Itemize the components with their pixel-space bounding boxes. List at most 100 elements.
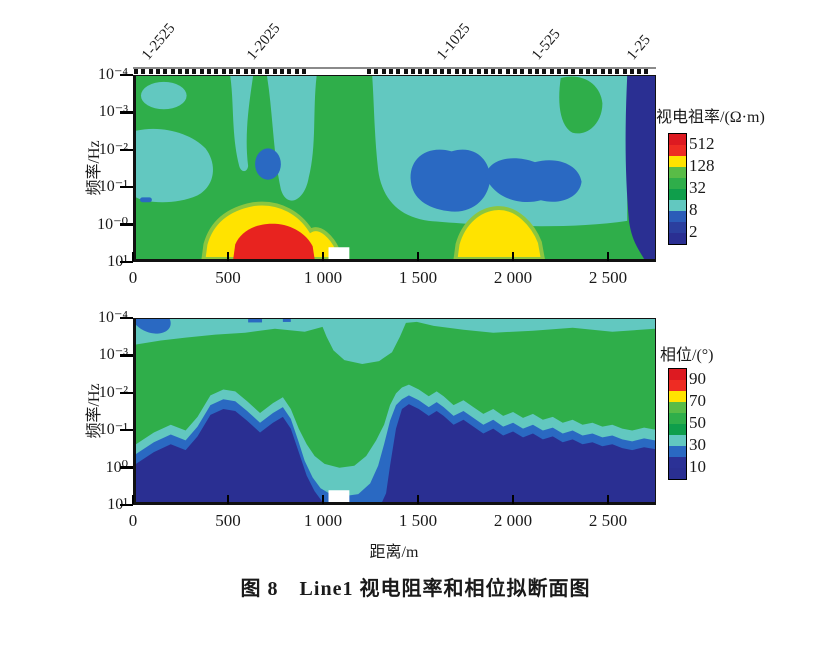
x-tick-label: 0 bbox=[128, 268, 138, 287]
colorbar-segment bbox=[669, 156, 686, 167]
colorbar-segment bbox=[669, 391, 686, 402]
station-tick bbox=[593, 69, 598, 74]
station-tick bbox=[527, 69, 532, 74]
colorbar-label: 10 bbox=[689, 457, 706, 476]
colorbar-segment bbox=[669, 134, 686, 145]
station-tick bbox=[600, 69, 605, 74]
y-tick-label: 10⁻¹ bbox=[98, 421, 128, 439]
resistivity-colorbar bbox=[668, 133, 687, 245]
station-label: 1-525 bbox=[528, 26, 564, 64]
station-axis-line bbox=[133, 67, 656, 69]
station-tick bbox=[578, 69, 583, 74]
station-tick bbox=[622, 69, 627, 74]
station-tick bbox=[243, 69, 248, 74]
colorbar-segment bbox=[669, 167, 686, 178]
colorbar-segment bbox=[669, 424, 686, 435]
colorbar-segment bbox=[669, 200, 686, 211]
y-tick-mark bbox=[120, 111, 133, 114]
station-tick bbox=[498, 69, 503, 74]
station-tick bbox=[440, 69, 444, 74]
station-tick bbox=[141, 69, 146, 74]
station-tick bbox=[586, 69, 590, 74]
station-tick bbox=[294, 69, 299, 74]
colorbar-label: 8 bbox=[689, 200, 698, 219]
station-tick bbox=[549, 69, 554, 74]
colorbar-segment bbox=[669, 435, 686, 446]
station-tick bbox=[272, 69, 277, 74]
station-tick bbox=[476, 69, 481, 74]
y-tick-mark bbox=[120, 73, 133, 77]
x-tick-mark bbox=[606, 251, 610, 261]
y-tick-mark bbox=[120, 148, 133, 152]
station-tick bbox=[221, 69, 226, 74]
station-tick bbox=[637, 69, 642, 74]
station-tick bbox=[381, 69, 386, 74]
x-tick-label: 1 000 bbox=[303, 268, 343, 287]
x-tick-mark bbox=[511, 251, 515, 261]
y-tick-label: 10⁰ bbox=[105, 458, 128, 476]
station-tick bbox=[607, 69, 612, 74]
x-tick-mark bbox=[321, 494, 325, 504]
colorbar-label: 2 bbox=[689, 222, 698, 241]
x-tick-mark bbox=[511, 494, 515, 504]
y-tick-label: 10¹ bbox=[107, 496, 128, 513]
station-tick bbox=[287, 69, 292, 74]
colorbar-segment bbox=[669, 468, 686, 479]
phase-legend-title: 相位/(°) bbox=[660, 347, 714, 364]
station-tick bbox=[185, 69, 190, 74]
resistivity-legend-title: 视电祖率/(Ω·m) bbox=[656, 109, 765, 126]
x-tick-mark bbox=[226, 251, 230, 261]
colorbar-segment bbox=[669, 211, 686, 222]
colorbar-segment bbox=[669, 446, 686, 457]
station-tick bbox=[367, 69, 371, 74]
y-tick-label: 10⁻⁴ bbox=[97, 309, 128, 326]
x-tick-label: 2 500 bbox=[588, 268, 628, 287]
y-tick-label: 10¹ bbox=[107, 253, 128, 270]
station-tick bbox=[461, 69, 466, 74]
station-tick bbox=[265, 69, 270, 74]
station-tick bbox=[170, 69, 175, 74]
station-tick bbox=[513, 69, 517, 74]
x-tick-mark bbox=[321, 251, 325, 261]
station-tick bbox=[491, 69, 496, 74]
colorbar-label: 512 bbox=[689, 134, 715, 153]
resistivity-contour-art bbox=[136, 76, 655, 259]
x-tick-label: 0 bbox=[128, 511, 138, 530]
station-tick bbox=[258, 69, 263, 74]
station-tick bbox=[520, 69, 525, 74]
colorbar-label: 50 bbox=[689, 413, 706, 432]
station-tick bbox=[396, 69, 401, 74]
station-tick bbox=[629, 69, 634, 74]
y-tick-mark bbox=[120, 316, 133, 320]
station-tick bbox=[177, 69, 182, 74]
station-tick bbox=[505, 69, 510, 74]
colorbar-segment bbox=[669, 189, 686, 200]
station-tick bbox=[483, 69, 488, 74]
y-tick-mark bbox=[120, 354, 133, 357]
station-label: 1-2025 bbox=[243, 20, 284, 64]
station-tick bbox=[163, 69, 168, 74]
colorbar-label: 70 bbox=[689, 391, 706, 410]
y-tick-mark bbox=[120, 391, 133, 395]
colorbar-segment bbox=[669, 369, 686, 380]
x-tick-mark bbox=[131, 494, 135, 504]
station-tick bbox=[571, 69, 576, 74]
y-tick-label: 10⁻¹ bbox=[98, 178, 128, 196]
y-tick-label: 10⁻² bbox=[98, 140, 128, 158]
colorbar-segment bbox=[669, 233, 686, 244]
x-tick-label: 1 500 bbox=[398, 268, 438, 287]
y-tick-mark bbox=[120, 466, 133, 469]
colorbar-segment bbox=[669, 222, 686, 233]
station-tick bbox=[207, 69, 211, 74]
colorbar-segment bbox=[669, 413, 686, 424]
station-tick bbox=[447, 69, 452, 74]
x-tick-mark bbox=[131, 251, 135, 261]
station-tick bbox=[410, 69, 415, 74]
station-tick bbox=[250, 69, 255, 74]
x-tick-mark bbox=[606, 494, 610, 504]
y-tick-label: 10⁻² bbox=[98, 383, 128, 401]
colorbar-segment bbox=[669, 402, 686, 413]
station-tick bbox=[280, 69, 284, 74]
x-axis-title: 距离/m bbox=[369, 544, 419, 561]
